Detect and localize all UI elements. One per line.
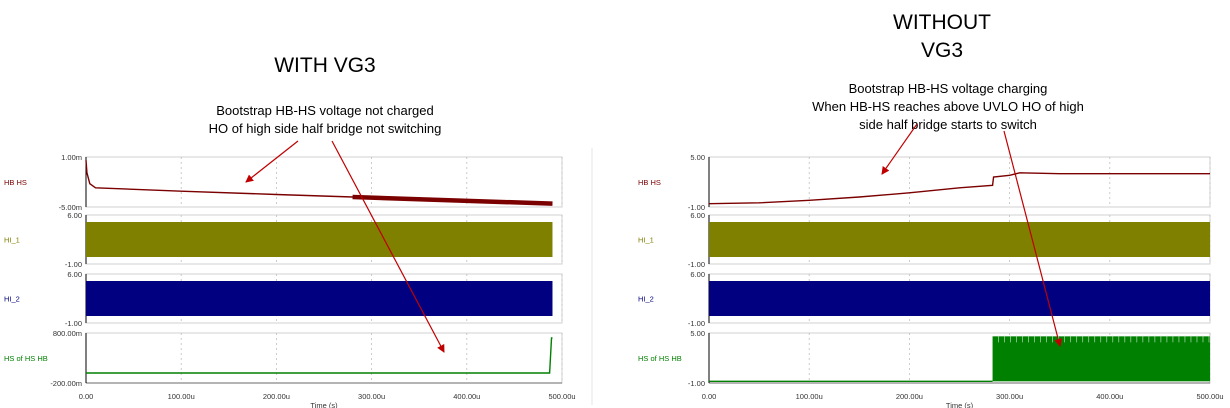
left-heading: WITH VG3 xyxy=(274,54,376,77)
annotation-arrow xyxy=(881,123,918,175)
panel-frame xyxy=(85,332,563,384)
right-panel-3: 6.00 -1.00 HI_2 xyxy=(638,270,1211,328)
right-panel-4: 5.00 -1.00 HS of HS HB xyxy=(638,329,1211,388)
y-tick-label: -1.00 xyxy=(65,260,82,269)
series-label: HI_1 xyxy=(638,236,654,245)
series-label: HI_2 xyxy=(638,295,654,304)
left-panel-4: 800.00m -200.00m HS of HS HB xyxy=(4,329,563,388)
y-tick-label: 5.00 xyxy=(690,329,705,338)
y-tick-label: 6.00 xyxy=(67,211,82,220)
panel-frame xyxy=(708,156,1211,208)
annotation-arrow xyxy=(331,140,445,353)
x-tick-label: 400.00u xyxy=(453,392,480,401)
series-label: HI_1 xyxy=(4,236,20,245)
arrows-layer xyxy=(245,123,1063,353)
right-panel-1: 5.00 -1.00 HB HS xyxy=(638,153,1211,212)
switching-band xyxy=(709,222,1210,257)
x-tick-label: 500.00u xyxy=(548,392,575,401)
series-label: HB HS xyxy=(4,178,27,187)
annotation-arrow xyxy=(245,140,299,183)
y-tick-label: -5.00m xyxy=(59,203,82,212)
right-panel-2: 6.00 -1.00 HI_1 xyxy=(638,211,1211,269)
y-tick-label: -1.00 xyxy=(688,379,705,388)
y-tick-label: -1.00 xyxy=(688,203,705,212)
x-axis-label: Time (s) xyxy=(310,401,338,408)
x-tick-label: 300.00u xyxy=(996,392,1023,401)
left-note-line-1: Bootstrap HB-HS voltage not charged xyxy=(216,103,434,118)
x-tick-label: 100.00u xyxy=(168,392,195,401)
y-tick-label: 5.00 xyxy=(690,153,705,162)
switching-band xyxy=(86,222,553,257)
x-tick-label: 500.00u xyxy=(1196,392,1223,401)
y-tick-label: -1.00 xyxy=(65,319,82,328)
x-tick-label: 0.00 xyxy=(702,392,717,401)
y-tick-label: 6.00 xyxy=(67,270,82,279)
switching-band xyxy=(992,336,1210,382)
left-panel-1: 1.00m -5.00m HB HS xyxy=(4,153,563,212)
x-tick-label: 200.00u xyxy=(263,392,290,401)
y-tick-label: 6.00 xyxy=(690,211,705,220)
right-note-line-3: side half bridge starts to switch xyxy=(859,117,1037,132)
series-label: HS of HS HB xyxy=(4,354,48,363)
x-tick-label: 300.00u xyxy=(358,392,385,401)
y-tick-label: -1.00 xyxy=(688,260,705,269)
right-note-line-1: Bootstrap HB-HS voltage charging xyxy=(849,81,1048,96)
x-tick-label: 0.00 xyxy=(79,392,94,401)
x-axis-label: Time (s) xyxy=(946,401,974,408)
switching-band xyxy=(709,281,1210,316)
x-tick-label: 200.00u xyxy=(896,392,923,401)
series-line xyxy=(708,172,1210,205)
right-heading-line-1: WITHOUT xyxy=(893,11,991,34)
left-panel-2: 6.00 -1.00 HI_1 xyxy=(4,211,563,269)
y-tick-label: 6.00 xyxy=(690,270,705,279)
series-label: HI_2 xyxy=(4,295,20,304)
right-heading-line-2: VG3 xyxy=(921,39,963,62)
switching-band xyxy=(86,281,553,316)
series-line xyxy=(85,160,553,205)
left-panel-3: 6.00 -1.00 HI_2 xyxy=(4,270,563,328)
y-tick-label: 1.00m xyxy=(61,153,82,162)
y-tick-label: 800.00m xyxy=(53,329,82,338)
left-note-line-2: HO of high side half bridge not switchin… xyxy=(209,121,442,136)
series-label: HS of HS HB xyxy=(638,354,682,363)
ripple-band xyxy=(352,194,553,206)
series-line xyxy=(86,337,553,374)
annotation-arrow xyxy=(1003,130,1063,347)
x-tick-label: 400.00u xyxy=(1096,392,1123,401)
series-label: HB HS xyxy=(638,178,661,187)
y-tick-label: -200.00m xyxy=(50,379,82,388)
y-tick-label: -1.00 xyxy=(688,319,705,328)
x-tick-label: 100.00u xyxy=(796,392,823,401)
right-note-line-2: When HB-HS reaches above UVLO HO of high xyxy=(812,99,1084,114)
